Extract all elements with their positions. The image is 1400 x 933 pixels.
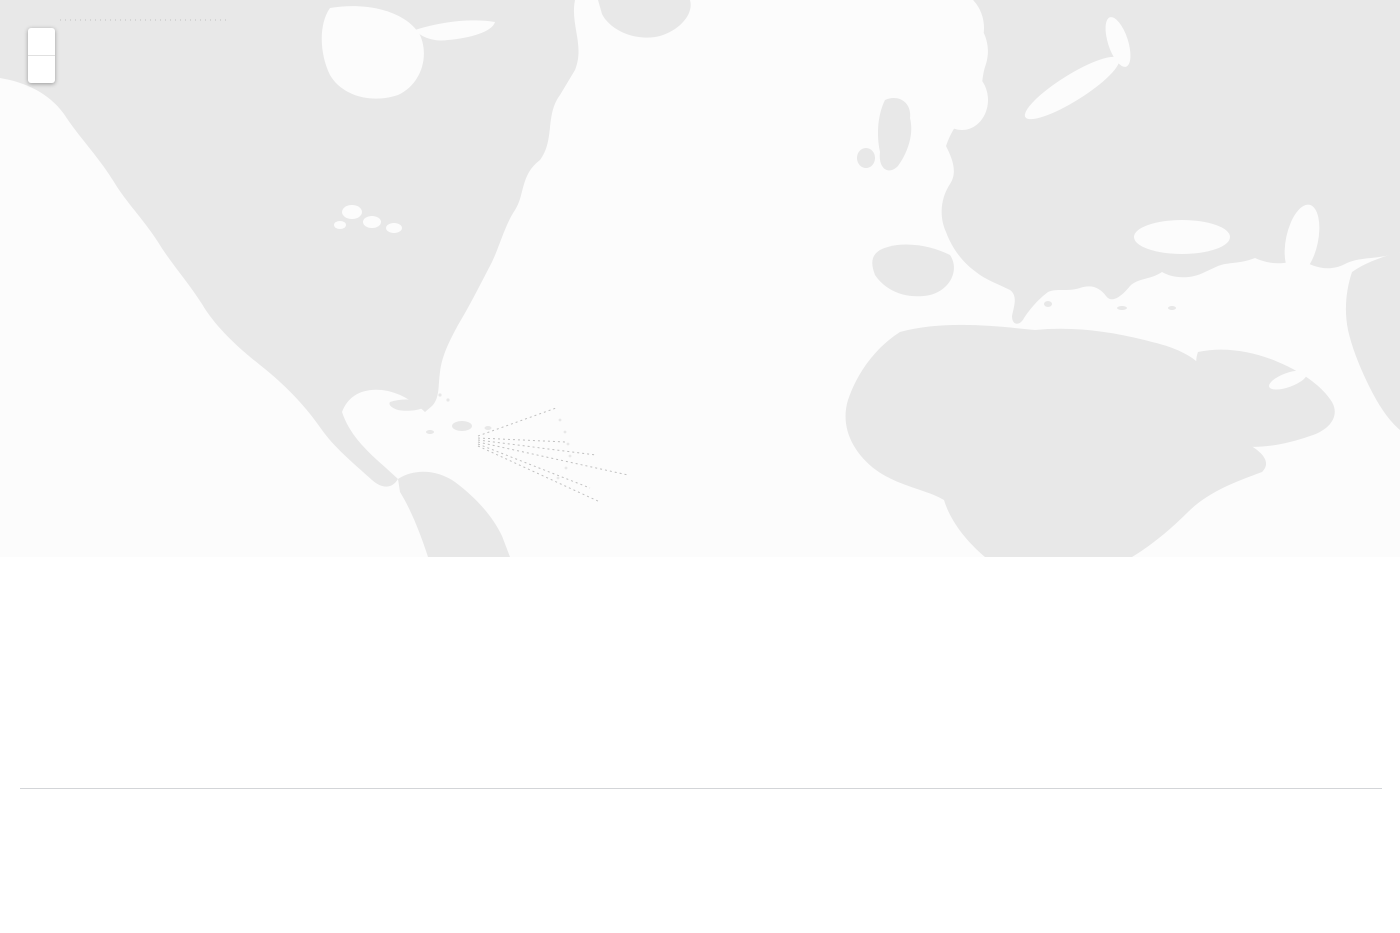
map-bubbles-layer bbox=[0, 0, 1400, 557]
map-basemap bbox=[0, 0, 1400, 557]
zoom-in-button[interactable] bbox=[28, 28, 55, 55]
zoom-divider bbox=[28, 55, 55, 56]
timeline-chart[interactable] bbox=[0, 648, 1400, 748]
map-zoom-control bbox=[28, 28, 55, 83]
world-map[interactable] bbox=[0, 0, 1400, 557]
events-table bbox=[20, 788, 1382, 789]
zoom-out-button[interactable] bbox=[28, 56, 55, 83]
